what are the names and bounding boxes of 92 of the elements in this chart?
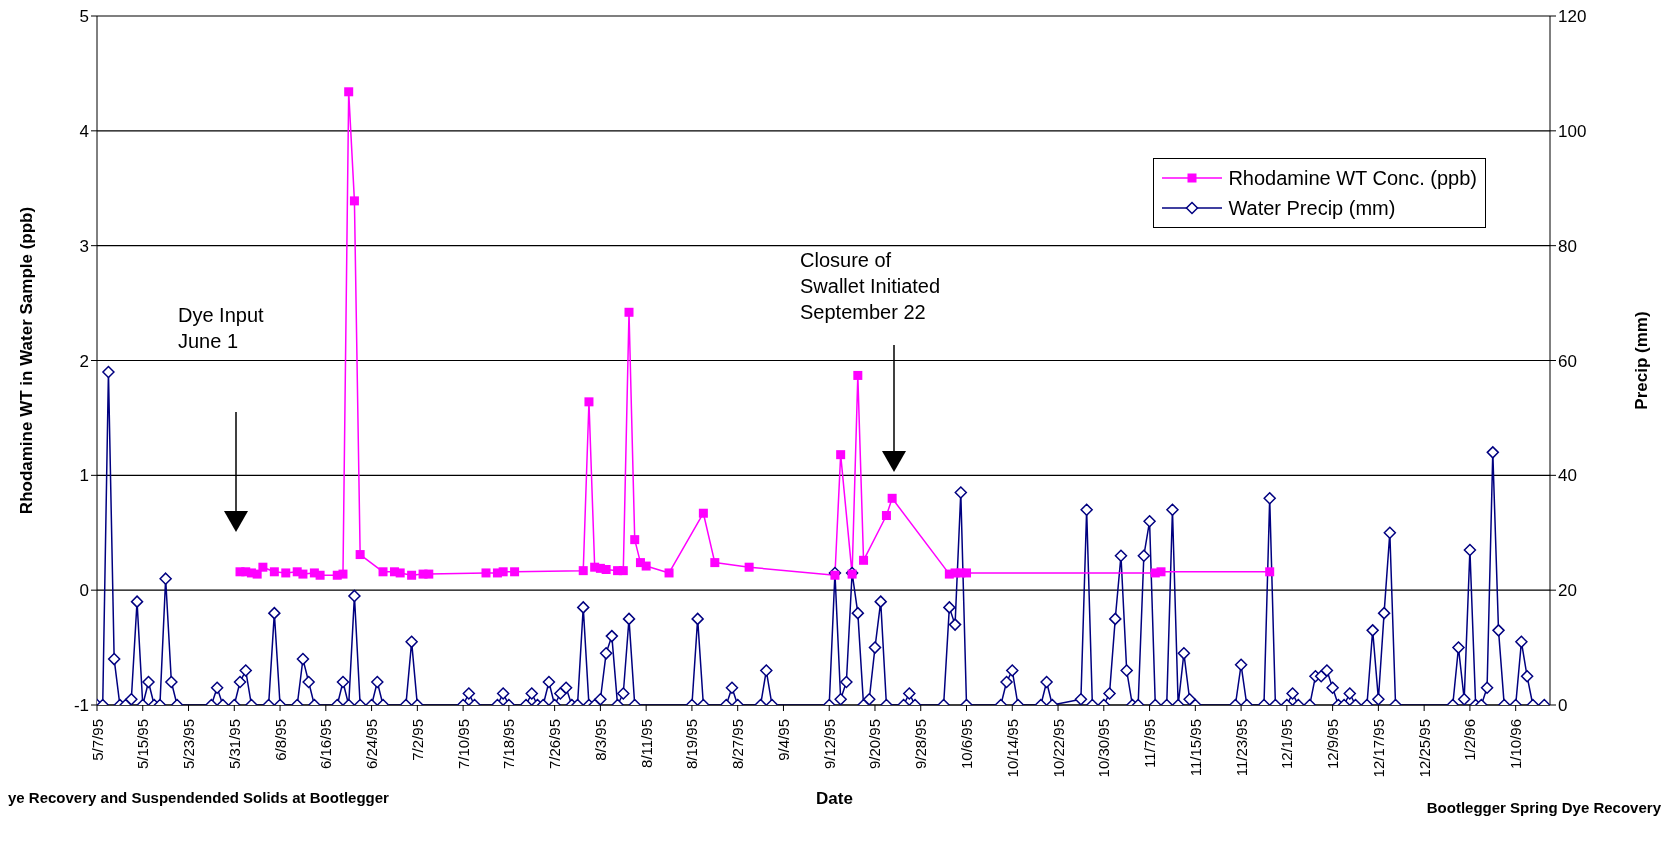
point bbox=[601, 565, 611, 574]
x-tick-label: 5/23/95 bbox=[180, 719, 198, 770]
point bbox=[830, 570, 840, 580]
x-tick-label: 6/16/95 bbox=[317, 719, 335, 770]
y-tick-label: 4 bbox=[79, 121, 89, 141]
point bbox=[853, 370, 863, 380]
y2-axis-title: Precip (mm) bbox=[1631, 311, 1651, 410]
point bbox=[881, 511, 891, 521]
x-tick-label: 8/27/95 bbox=[729, 719, 747, 770]
point bbox=[281, 568, 291, 578]
point bbox=[859, 555, 869, 565]
point bbox=[744, 562, 754, 572]
point bbox=[962, 568, 972, 578]
x-tick-label: 5/31/95 bbox=[225, 719, 243, 770]
x-tick-label: 12/1/95 bbox=[1278, 719, 1296, 770]
y-tick-label: -1 bbox=[73, 696, 89, 716]
x-tick-label: 11/23/95 bbox=[1232, 719, 1250, 777]
annotation: Closure of Swallet Initiated September 22 bbox=[800, 248, 941, 325]
point bbox=[395, 568, 405, 578]
x-tick-label: 7/26/95 bbox=[546, 719, 564, 770]
point bbox=[630, 535, 640, 545]
point bbox=[407, 570, 417, 580]
x-tick-label: 6/24/95 bbox=[363, 719, 381, 770]
point bbox=[344, 87, 354, 97]
point bbox=[298, 569, 308, 579]
x-tick-label: 6/8/95 bbox=[271, 719, 289, 761]
x-tick-label: 10/14/95 bbox=[1003, 719, 1021, 778]
x-axis-title: Date bbox=[816, 789, 853, 809]
text: ye Recovery and Suspendended Solids at Bootlegger bbox=[8, 789, 390, 806]
y2-tick-label: 100 bbox=[1558, 121, 1587, 141]
y2-tick-label: 0 bbox=[1558, 696, 1568, 716]
point bbox=[887, 493, 897, 503]
y2-tick-label: 60 bbox=[1558, 351, 1577, 371]
point bbox=[481, 568, 491, 578]
point bbox=[252, 569, 262, 579]
x-tick-label: 5/15/95 bbox=[134, 719, 152, 770]
point bbox=[258, 562, 268, 572]
y2-tick-label: 40 bbox=[1558, 466, 1577, 486]
x-tick-label: 10/22/95 bbox=[1049, 719, 1067, 778]
x-tick-label: 11/7/95 bbox=[1141, 719, 1159, 768]
point bbox=[510, 567, 520, 577]
point bbox=[315, 570, 325, 580]
point bbox=[664, 568, 674, 578]
point bbox=[424, 569, 434, 579]
x-tick-label: 7/2/95 bbox=[408, 719, 426, 761]
x-tick-label: 1/2/96 bbox=[1461, 719, 1479, 761]
x-tick-label: 7/18/95 bbox=[500, 719, 518, 770]
y-tick-label: 1 bbox=[79, 466, 89, 486]
x-tick-label: 10/30/95 bbox=[1095, 719, 1113, 778]
point bbox=[698, 508, 708, 518]
point bbox=[641, 561, 651, 571]
x-tick-label: 12/25/95 bbox=[1415, 719, 1433, 778]
y-axis-title: Rhodamine WT in Water Sample (ppb) bbox=[16, 206, 36, 515]
x-tick-label: 1/10/96 bbox=[1507, 719, 1525, 770]
x-tick-label: 8/19/95 bbox=[683, 719, 701, 770]
point bbox=[624, 307, 634, 317]
x-tick-label: 7/10/95 bbox=[454, 719, 472, 770]
y-tick-label: 2 bbox=[79, 351, 89, 371]
x-tick-label: 9/12/95 bbox=[820, 719, 838, 770]
y2-tick-label: 120 bbox=[1558, 7, 1587, 27]
x-tick-label: 12/17/95 bbox=[1369, 719, 1387, 778]
x-tick-label: 9/28/95 bbox=[912, 719, 930, 770]
point bbox=[269, 567, 279, 577]
point bbox=[618, 566, 628, 576]
x-tick-label: 12/9/95 bbox=[1324, 719, 1342, 770]
x-tick-label: 9/20/95 bbox=[866, 719, 884, 770]
x-tick-label: 8/11/95 bbox=[637, 719, 655, 768]
point bbox=[1265, 567, 1275, 577]
x-tick-label: 11/15/95 bbox=[1186, 719, 1204, 777]
x-tick-label: 9/4/95 bbox=[774, 719, 792, 761]
point bbox=[349, 196, 359, 206]
x-tick-label: 5/7/95 bbox=[88, 719, 106, 761]
y2-tick-label: 20 bbox=[1558, 581, 1577, 601]
point bbox=[836, 450, 846, 460]
y-tick-label: 3 bbox=[79, 236, 89, 256]
point bbox=[584, 397, 594, 407]
legend-label: Water Precip (mm) bbox=[1228, 196, 1396, 221]
point bbox=[355, 550, 365, 560]
point bbox=[710, 558, 720, 568]
y-tick-label: 0 bbox=[79, 581, 89, 601]
point bbox=[378, 567, 388, 577]
point bbox=[578, 566, 588, 576]
text: Bootlegger Spring Dye Recovery bbox=[1425, 799, 1661, 816]
y2-tick-label: 80 bbox=[1558, 236, 1577, 256]
x-tick-label: 8/3/95 bbox=[591, 719, 609, 761]
point bbox=[1156, 567, 1166, 577]
y-tick-label: 5 bbox=[79, 7, 89, 27]
annotation: Dye Input June 1 bbox=[178, 303, 264, 354]
legend-label: Rhodamine WT Conc. (ppb) bbox=[1228, 166, 1477, 191]
point bbox=[498, 567, 508, 577]
x-tick-label: 10/6/95 bbox=[958, 719, 976, 770]
point bbox=[338, 569, 348, 579]
